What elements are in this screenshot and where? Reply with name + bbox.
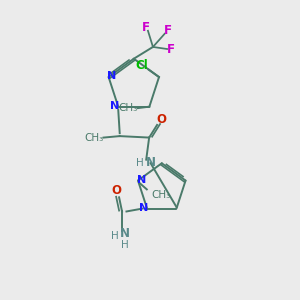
Text: F: F: [167, 44, 175, 56]
Text: Cl: Cl: [135, 59, 148, 72]
Text: N: N: [137, 175, 146, 185]
Text: CH₃: CH₃: [85, 133, 104, 142]
Text: N: N: [120, 227, 130, 240]
Text: F: F: [164, 24, 172, 37]
Text: N: N: [139, 203, 148, 213]
Text: H: H: [121, 240, 129, 250]
Text: N: N: [146, 156, 156, 169]
Text: N: N: [107, 71, 116, 81]
Text: N: N: [110, 101, 120, 111]
Text: CH₃: CH₃: [152, 190, 171, 200]
Text: H: H: [111, 232, 119, 242]
Text: O: O: [111, 184, 121, 197]
Text: O: O: [156, 112, 166, 125]
Text: CH₃: CH₃: [118, 103, 138, 113]
Text: F: F: [142, 21, 150, 34]
Text: H: H: [136, 158, 144, 168]
